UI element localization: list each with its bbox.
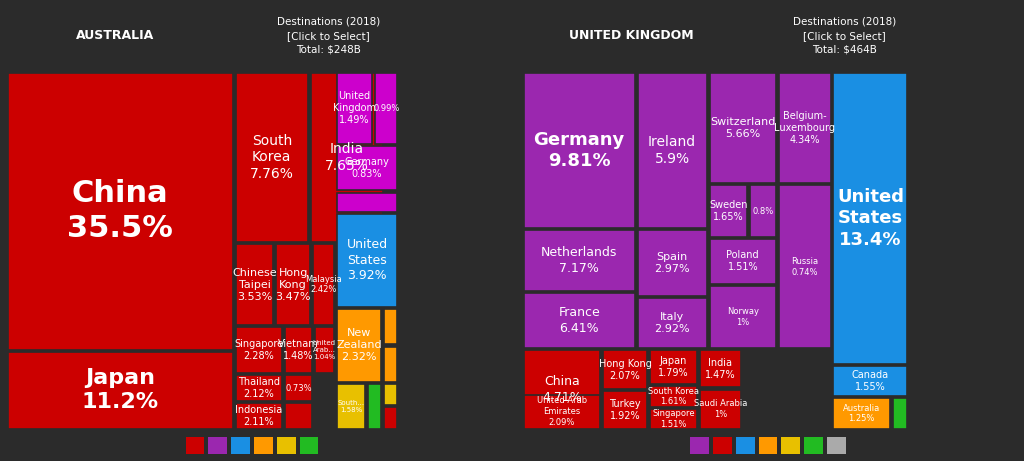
Bar [231,437,250,454]
Text: Indonesia
2.11%: Indonesia 2.11% [236,405,283,427]
Text: Turkey
1.92%: Turkey 1.92% [609,399,641,421]
Text: Netherlands
7.17%: Netherlands 7.17% [541,246,617,275]
Bar [337,309,381,382]
Bar [710,72,776,183]
Text: United
Kingdom
1.49%: United Kingdom 1.49% [333,91,376,125]
Text: Japan
1.79%: Japan 1.79% [658,356,689,378]
Bar [7,352,232,429]
Text: Belgium-
Luxembourg
4.34%: Belgium- Luxembourg 4.34% [774,111,836,145]
Bar [337,146,397,190]
Text: Sweden
1.65%: Sweden 1.65% [710,200,748,222]
Text: Vietnam
1.48%: Vietnam 1.48% [279,339,318,361]
Bar [285,403,312,429]
Bar [311,72,383,242]
Bar [650,386,696,407]
Bar [523,293,635,348]
Text: United
States
13.4%: United States 13.4% [837,188,904,249]
Bar [779,72,830,183]
Text: Switzerland
5.66%: Switzerland 5.66% [710,117,775,139]
Bar [834,366,907,396]
Bar [650,350,696,384]
Bar [523,72,635,228]
Bar [834,398,890,429]
Bar [736,437,755,454]
Bar [523,395,600,429]
Text: 0.8%: 0.8% [753,207,774,216]
Text: India
1.47%: India 1.47% [706,358,736,380]
Text: India
7.65%: India 7.65% [326,142,369,173]
Bar [254,437,272,454]
Bar [276,244,310,325]
Bar [236,375,283,401]
Text: Malaysia
2.42%: Malaysia 2.42% [305,275,342,295]
Text: Destinations (2018)
[Click to Select]
Total: $248B: Destinations (2018) [Click to Select] To… [276,17,380,55]
Bar [236,327,283,373]
Bar [713,437,732,454]
Text: AUSTRALIA: AUSTRALIA [76,29,155,42]
Bar [827,437,846,454]
Bar [384,309,397,344]
Bar [834,72,907,364]
Bar [337,72,373,144]
Text: South Korea
1.61%: South Korea 1.61% [648,387,699,407]
Bar [699,390,741,429]
Bar [523,230,635,291]
Bar [603,350,647,389]
Bar [638,230,707,296]
Text: Destinations (2018)
[Click to Select]
Total: $464B: Destinations (2018) [Click to Select] To… [793,17,896,55]
Bar [638,298,707,348]
Bar [236,244,273,325]
Bar [690,437,709,454]
Bar [638,72,707,228]
Bar [7,72,232,350]
Text: UNITED KINGDOM: UNITED KINGDOM [569,29,693,42]
Bar [185,437,205,454]
Text: Ireland
5.9%: Ireland 5.9% [648,135,696,165]
Text: Saudi Arabia
1%: Saudi Arabia 1% [694,399,748,419]
Bar [285,375,312,401]
Bar [384,384,397,405]
Bar [384,408,397,429]
Bar [337,193,397,212]
Text: Canada
1.55%: Canada 1.55% [852,370,889,392]
Bar [804,437,823,454]
Text: Japan
11.2%: Japan 11.2% [82,368,159,412]
Bar [781,437,801,454]
Text: Hong Kong
2.07%: Hong Kong 2.07% [599,359,651,381]
Text: Germany
9.81%: Germany 9.81% [534,130,625,170]
Bar [337,384,366,429]
Bar [710,185,748,237]
Text: Chinese
Taipei
3.53%: Chinese Taipei 3.53% [232,267,276,301]
Text: China
35.5%: China 35.5% [68,179,173,243]
Bar [236,72,308,242]
Text: Russia
0.74%: Russia 0.74% [792,257,818,277]
Bar [523,350,600,429]
Text: Australia
1.25%: Australia 1.25% [843,404,881,423]
Text: Norway
1%: Norway 1% [727,307,759,327]
Bar [710,239,776,284]
Bar [751,185,776,237]
Bar [759,437,777,454]
Text: United
Arab...
1.04%: United Arab... 1.04% [312,340,336,360]
Bar [208,437,227,454]
Text: Spain
2.97%: Spain 2.97% [654,252,690,274]
Text: Italy
2.92%: Italy 2.92% [654,312,690,334]
Text: Singapore
1.51%: Singapore 1.51% [652,409,694,429]
Bar [834,398,872,429]
Bar [315,327,334,373]
Text: 0.73%: 0.73% [286,384,312,393]
Bar [285,327,312,373]
Text: 0.99%: 0.99% [373,104,399,112]
Bar [276,437,296,454]
Text: United Arab
Emirates
2.09%: United Arab Emirates 2.09% [537,396,587,427]
Text: Thailand
2.12%: Thailand 2.12% [238,377,280,399]
Bar [699,350,741,387]
Bar [369,384,381,429]
Text: United
States
3.92%: United States 3.92% [346,238,387,283]
Text: Germany
0.83%: Germany 0.83% [344,157,389,179]
Bar [650,409,696,429]
Text: Poland
1.51%: Poland 1.51% [726,250,759,272]
Bar [876,398,890,429]
Bar [300,437,318,454]
Text: Hong
Kong
3.47%: Hong Kong 3.47% [275,267,311,301]
